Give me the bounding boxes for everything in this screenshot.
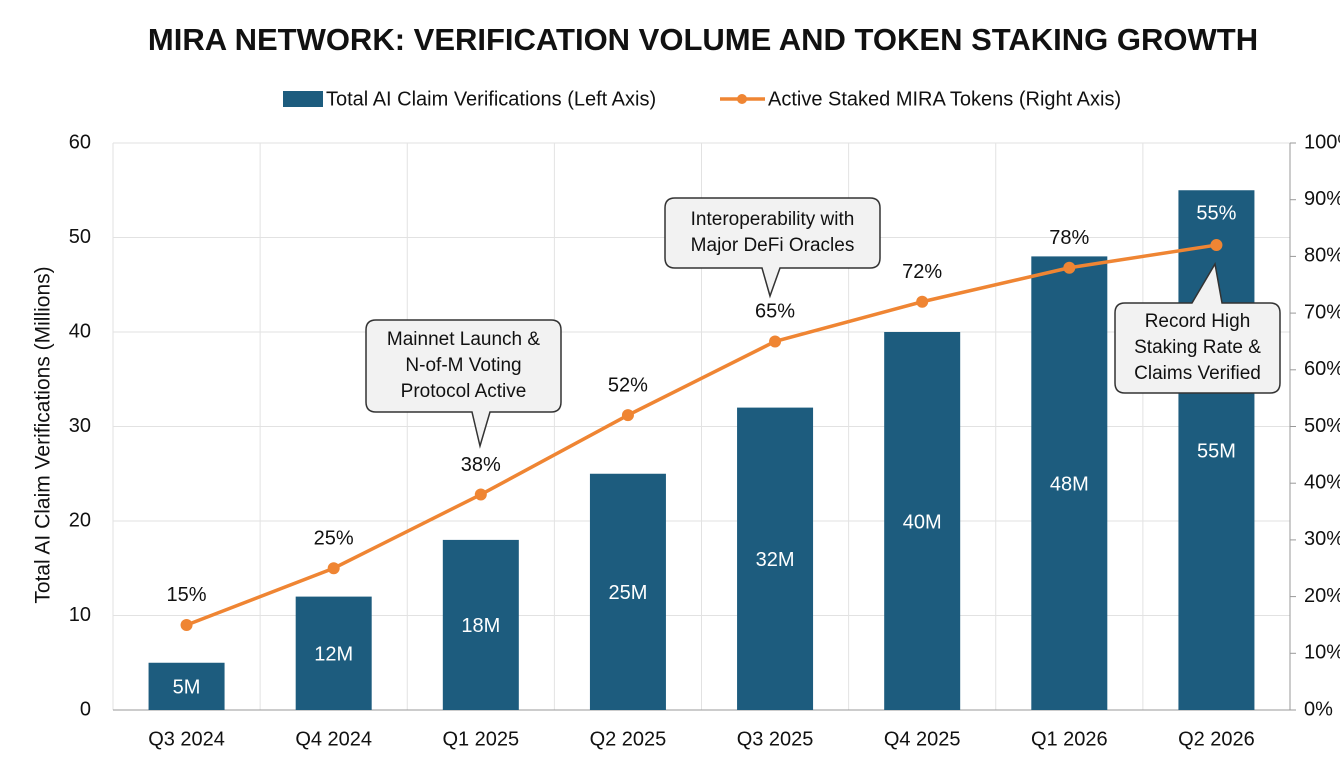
line-point xyxy=(474,488,487,501)
legend-swatch xyxy=(283,91,323,107)
x-tick-label: Q2 2026 xyxy=(1178,728,1255,750)
y2-tick-label: 60% xyxy=(1304,358,1340,380)
callout-text: Interoperability with xyxy=(691,209,855,230)
x-tick-label: Q1 2025 xyxy=(442,728,519,750)
y2-tick-label: 100% xyxy=(1304,131,1340,153)
y-tick-label: 30 xyxy=(69,415,91,437)
y2-tick-label: 90% xyxy=(1304,188,1340,210)
y2-tick-label: 80% xyxy=(1304,245,1340,267)
callout-box xyxy=(1114,261,1281,394)
y2-tick-label: 30% xyxy=(1304,528,1340,550)
line-value-label: 72% xyxy=(902,261,942,283)
x-tick-label: Q3 2024 xyxy=(148,728,225,750)
y-tick-label: 60 xyxy=(69,131,91,153)
line-value-label: 25% xyxy=(314,528,354,550)
line-point xyxy=(621,409,634,422)
callout-text: Staking Rate & xyxy=(1134,337,1261,358)
bar xyxy=(442,539,519,710)
line-value-label: 65% xyxy=(755,301,795,323)
y-tick-label: 0 xyxy=(80,698,91,720)
legend-label: Active Staked MIRA Tokens (Right Axis) xyxy=(768,88,1121,110)
bar-top-annotation: 55% xyxy=(1196,202,1236,224)
bar-value-label: 55M xyxy=(1197,440,1236,462)
callout-text: N-of-M Voting xyxy=(405,355,521,376)
bar xyxy=(295,596,372,710)
y2-tick-label: 20% xyxy=(1304,585,1340,607)
bar-value-label: 18M xyxy=(461,615,500,637)
y2-tick-label: 50% xyxy=(1304,415,1340,437)
bar xyxy=(1031,256,1108,710)
line-point xyxy=(327,562,340,575)
y2-tick-label: 40% xyxy=(1304,471,1340,493)
bar xyxy=(884,332,961,710)
bar-value-label: 40M xyxy=(903,511,942,533)
bar xyxy=(148,662,225,710)
callout-box xyxy=(664,197,881,299)
callout-text: Mainnet Launch & xyxy=(387,329,540,350)
x-tick-label: Q4 2024 xyxy=(295,728,372,750)
y-tick-label: 10 xyxy=(69,604,91,626)
callout-text: Protocol Active xyxy=(401,381,527,402)
y-tick-label: 20 xyxy=(69,509,91,531)
line-value-label: 78% xyxy=(1049,227,1089,249)
line-value-label: 52% xyxy=(608,374,648,396)
line-point xyxy=(916,295,929,308)
bar xyxy=(737,407,814,710)
y2-tick-label: 0% xyxy=(1304,698,1333,720)
bar-value-label: 32M xyxy=(756,549,795,571)
y-tick-label: 40 xyxy=(69,320,91,342)
bar-value-label: 12M xyxy=(314,644,353,666)
y2-tick-label: 70% xyxy=(1304,301,1340,323)
bar xyxy=(589,473,666,710)
x-tick-label: Q2 2025 xyxy=(590,728,667,750)
line xyxy=(185,243,1217,627)
x-tick-label: Q1 2026 xyxy=(1031,728,1108,750)
line-point xyxy=(180,618,193,631)
callout-box xyxy=(365,319,562,449)
legend-label: Total AI Claim Verifications (Left Axis) xyxy=(326,88,656,110)
line-value-label: 38% xyxy=(461,454,501,476)
y-axis-label: Total AI Claim Verifications (Millions) xyxy=(32,266,55,603)
line-point xyxy=(1063,261,1076,274)
callout-text: Record High xyxy=(1145,311,1251,332)
x-tick-label: Q3 2025 xyxy=(737,728,814,750)
legend-swatch-dot xyxy=(737,94,747,104)
y-tick-label: 50 xyxy=(69,226,91,248)
bar-value-label: 5M xyxy=(173,677,201,699)
y2-tick-label: 10% xyxy=(1304,642,1340,664)
line-point xyxy=(1210,239,1223,252)
callout-text: Major DeFi Oracles xyxy=(691,235,855,256)
bar-value-label: 25M xyxy=(608,582,647,604)
callout-text: Claims Verified xyxy=(1134,363,1261,384)
bar-value-label: 48M xyxy=(1050,473,1089,495)
line-point xyxy=(769,335,782,348)
line-value-label: 15% xyxy=(167,584,207,606)
chart-title: MIRA NETWORK: VERIFICATION VOLUME AND TO… xyxy=(148,22,1258,57)
x-tick-label: Q4 2025 xyxy=(884,728,961,750)
